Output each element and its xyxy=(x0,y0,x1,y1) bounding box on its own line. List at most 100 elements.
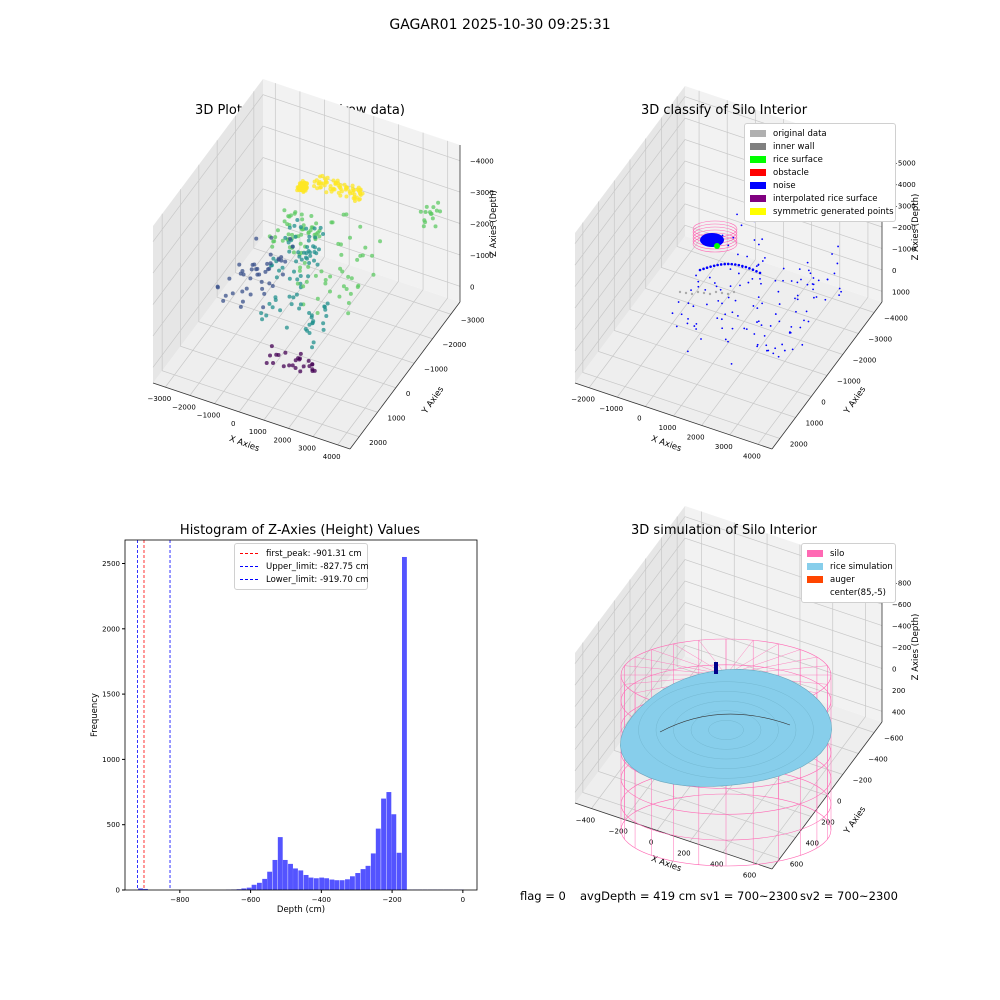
x-axis-label: Depth (cm) xyxy=(277,905,325,915)
histogram-bar xyxy=(308,877,314,890)
p1-x-tick-label: 4000 xyxy=(323,453,341,461)
p1-point xyxy=(308,253,313,258)
p1-point xyxy=(283,259,288,264)
p2-z-axis-label: Z Axies (Depth) xyxy=(911,194,921,261)
legend-label: original data xyxy=(773,128,827,139)
p2-noise-point xyxy=(727,296,730,299)
p1-point xyxy=(265,261,270,266)
p1-x-axis-line xyxy=(152,382,351,450)
p2-y-tick-label: 0 xyxy=(821,399,825,407)
p4-silo-roof-line xyxy=(725,640,754,676)
p1-point xyxy=(311,340,316,345)
legend-entry: Upper_limit: -827.75 cm xyxy=(240,560,369,573)
legend-entry: inner wall xyxy=(750,140,890,153)
p1-point xyxy=(230,291,235,296)
y-axis-label: Frequency xyxy=(90,693,100,737)
y-tick-label: 2500 xyxy=(102,560,120,568)
p2-noise-point xyxy=(761,260,764,262)
p1-point xyxy=(307,261,312,266)
p1-point xyxy=(288,213,293,218)
p2-original-point xyxy=(726,292,730,296)
p1-point xyxy=(332,187,337,192)
p4-grid-z xyxy=(574,644,883,793)
p2-noise-point xyxy=(737,253,739,256)
p1-point xyxy=(352,194,357,199)
p2-x-tick-label: 0 xyxy=(637,415,641,423)
p1-point xyxy=(308,228,313,233)
p1-point xyxy=(339,189,344,194)
p1-point xyxy=(286,232,291,237)
p4-z-tick-label: −600 xyxy=(892,601,911,609)
p1-point xyxy=(294,259,299,264)
p4-y-tick-label: −200 xyxy=(853,777,872,785)
p1-point xyxy=(341,212,346,217)
p1-point xyxy=(306,230,311,235)
p1-point xyxy=(238,304,243,309)
x-tick-label: −200 xyxy=(382,896,401,904)
p1-point xyxy=(306,249,311,254)
p1-grid-x xyxy=(312,132,424,437)
p1-y-tick-label: −2000 xyxy=(443,341,467,349)
p2-noise-point xyxy=(748,267,751,270)
p1-point xyxy=(259,311,264,316)
p2-noise-point xyxy=(726,262,730,266)
p1-grid-z xyxy=(152,188,461,337)
p1-point xyxy=(346,274,351,279)
histogram-bar xyxy=(293,868,298,890)
p1-point xyxy=(244,286,249,291)
p1-point xyxy=(293,210,298,215)
p2-noise-point xyxy=(815,296,818,298)
p2-noise-point xyxy=(744,265,748,269)
p1-point xyxy=(270,283,275,288)
p2-noise-point xyxy=(737,272,740,275)
p4-x-tick-label: 200 xyxy=(677,850,690,858)
p2-noise-point xyxy=(709,265,712,268)
y-tick-label: 0 xyxy=(116,887,120,895)
p1-point xyxy=(249,267,254,272)
p2-noise-point xyxy=(715,285,718,288)
p1-point xyxy=(312,184,317,189)
p1-point xyxy=(307,234,312,239)
p1-point xyxy=(422,218,427,223)
p1-point xyxy=(344,286,349,291)
panel2-legend: original data inner wall rice surface obsta… xyxy=(744,123,896,222)
p1-point xyxy=(431,205,436,210)
p1-grid-x xyxy=(214,99,325,404)
p4-y-tick-label: −400 xyxy=(868,756,887,764)
p2-original-point xyxy=(684,291,688,295)
p2-noise-point xyxy=(698,268,702,272)
p1-point xyxy=(370,253,375,258)
legend-label: rice surface xyxy=(773,154,823,165)
p1-point xyxy=(302,260,307,265)
p2-noise-cluster xyxy=(700,233,724,247)
p1-point xyxy=(304,226,309,231)
p2-grid-y xyxy=(629,159,828,376)
p1-grid-x xyxy=(189,91,301,396)
p4-y-tick-label: 600 xyxy=(790,861,803,869)
p2-z-tick-label: −2000 xyxy=(892,224,916,232)
p1-point xyxy=(281,364,286,369)
histogram-bar xyxy=(365,865,371,890)
p1-point xyxy=(317,234,322,239)
p2-noise-point xyxy=(758,271,762,275)
legend-swatch xyxy=(807,550,823,557)
p2-original-point xyxy=(696,290,700,294)
p1-point xyxy=(363,245,368,250)
p2-noise-point xyxy=(813,296,815,299)
p1-point xyxy=(260,286,265,291)
p2-grid-y xyxy=(661,117,859,334)
p2-noise-point xyxy=(759,277,761,280)
p1-point xyxy=(314,178,319,183)
p1-point xyxy=(280,265,285,270)
p1-point xyxy=(313,235,318,240)
p1-point xyxy=(267,266,272,271)
p1-point xyxy=(276,256,281,261)
legend-entry: silo xyxy=(807,547,890,560)
p4-rice-mesh xyxy=(690,710,762,750)
p1-point xyxy=(312,250,317,255)
p4-y-axis-line xyxy=(771,721,883,870)
p1-point xyxy=(297,254,302,259)
p2-x-tick-label: −1000 xyxy=(599,405,623,413)
p4-y-tick-label: −600 xyxy=(884,735,903,743)
p1-grid-z xyxy=(152,125,461,274)
